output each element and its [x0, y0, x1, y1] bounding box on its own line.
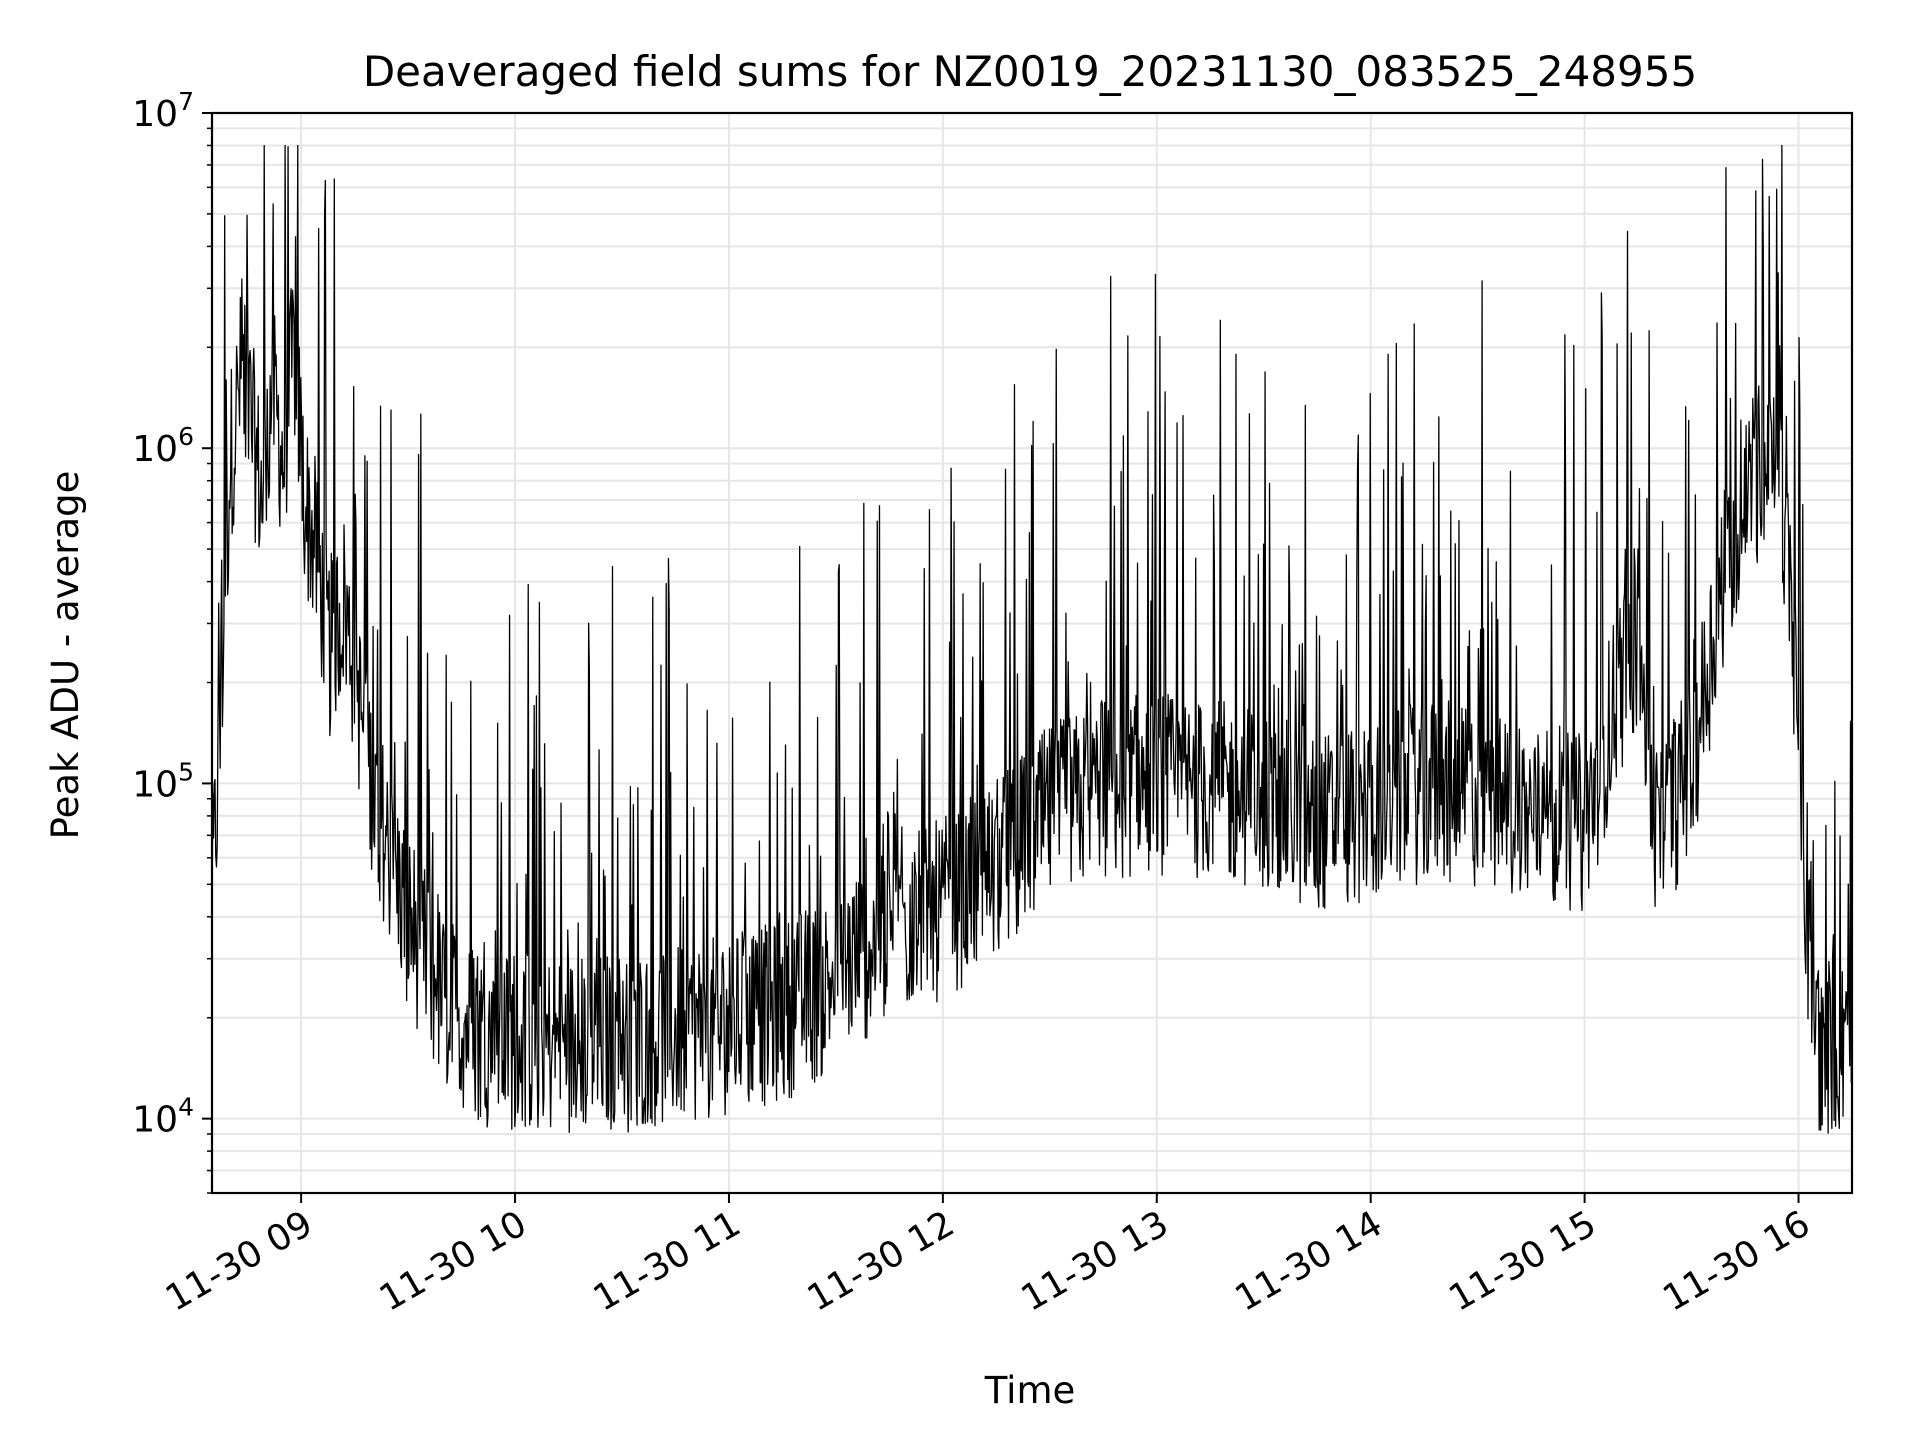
- series-line: [211, 144, 1853, 1134]
- x-tick-label: 11-30 13: [1015, 1203, 1176, 1319]
- y-tick-label: 107: [132, 87, 194, 135]
- axes-frame: [210, 111, 1854, 1195]
- chart-title: Deaveraged field sums for NZ0019_2023113…: [363, 47, 1697, 96]
- x-axis: 11-30 09 11-30 10 11-30 11 11-30 12 11-30 13…: [159, 1193, 1817, 1320]
- y-axis: 104 105 106 107: [132, 87, 212, 1194]
- x-tick-label: 11-30 15: [1442, 1203, 1603, 1319]
- x-tick-label: 11-30 11: [587, 1203, 748, 1319]
- y-tick-label: 104: [132, 1093, 194, 1141]
- x-tick-label: 11-30 12: [801, 1203, 962, 1319]
- y-axis-label: Peak ADU - average: [44, 471, 87, 840]
- y-tick-label: 106: [132, 422, 194, 470]
- x-tick-label: 11-30 14: [1229, 1203, 1390, 1319]
- x-tick-label: 11-30 10: [373, 1203, 534, 1319]
- plot-area: [211, 144, 1853, 1134]
- x-tick-label: 11-30 09: [159, 1203, 320, 1319]
- x-axis-label: Time: [984, 1369, 1076, 1412]
- y-tick-label: 105: [132, 757, 194, 805]
- x-tick-label: 11-30 16: [1656, 1203, 1817, 1319]
